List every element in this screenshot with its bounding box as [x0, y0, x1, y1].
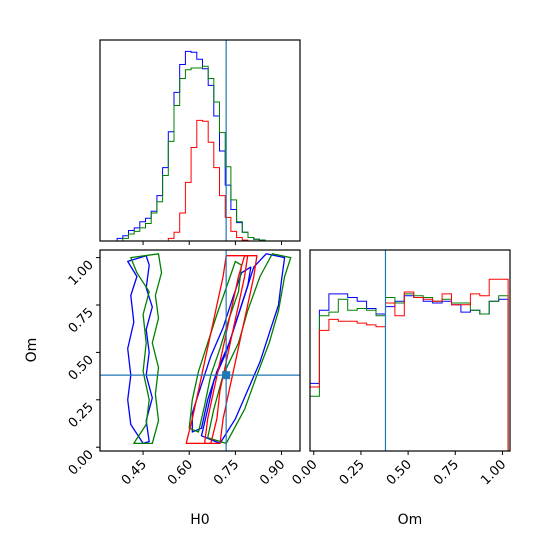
contour-line: [130, 253, 163, 445]
y-tick-label-om: 1.00: [66, 258, 97, 289]
contour-line: [203, 255, 258, 445]
x-tick-label-h0: 0.60: [165, 457, 196, 488]
contour-line: [207, 253, 292, 445]
histogram-step-line: [310, 293, 509, 451]
y-tick-label-om: 0.75: [66, 305, 97, 336]
x-tick-label-om: 1.00: [478, 457, 509, 488]
y-tick-label-om: 0.00: [66, 447, 97, 478]
x-tick-label-h0: 0.75: [211, 457, 242, 488]
h0-om-contour-panel: [100, 250, 300, 451]
contour-line: [191, 266, 252, 433]
histogram-step-line: [100, 65, 300, 241]
histogram-step-line: [100, 119, 300, 241]
x-axis-label-h0: H0: [190, 512, 209, 528]
y-axis-label-om: Om: [24, 338, 40, 363]
x-axis-label-om: Om: [398, 512, 423, 528]
x-tick-label-om: 0.75: [431, 457, 462, 488]
x-tick-label-h0: 0.45: [119, 457, 150, 488]
x-tick-label-h0: 0.90: [257, 457, 288, 488]
truth-point-marker: [222, 371, 231, 380]
contour-frame: [99, 249, 301, 452]
contour-line: [127, 255, 153, 445]
y-tick-label-om: 0.25: [66, 400, 97, 431]
histogram-step-line: [310, 278, 509, 451]
contour-line: [200, 253, 286, 445]
om-histogram-frame: [309, 249, 511, 452]
histogram-step-line: [100, 50, 300, 241]
x-tick-label-om: 0.50: [384, 457, 415, 488]
om-histogram: [310, 250, 509, 451]
y-tick-label-om: 0.50: [66, 353, 97, 384]
h0-histogram: [100, 40, 300, 241]
histogram-step-line: [310, 293, 509, 451]
h0-histogram-frame: [99, 39, 301, 242]
contour-line: [188, 260, 243, 433]
x-tick-label-om: 0.00: [290, 457, 321, 488]
x-tick-label-om: 0.25: [337, 457, 368, 488]
